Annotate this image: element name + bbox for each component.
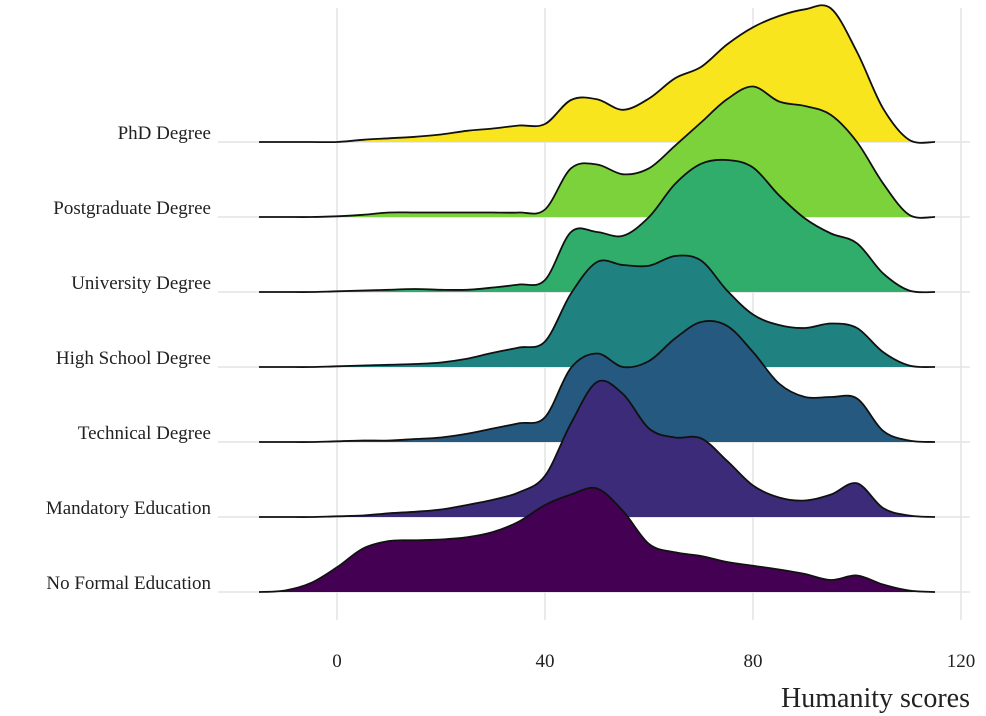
ridge-outline-high-school-degree [259,254,936,369]
category-label: No Formal Education [46,573,211,594]
category-label: University Degree [71,273,211,294]
ridge-fill-no-formal-education [259,487,935,592]
category-label: Technical Degree [78,423,211,444]
ridge-high-school-degree [259,254,936,369]
ridge-fill-mandatory-education [259,380,935,518]
ridge-outline-no-formal-education [258,486,936,593]
x-tick-label: 80 [744,651,763,672]
ridge-fill-high-school-degree [259,255,935,368]
ridge-outline-postgraduate-degree [259,85,936,219]
category-labels: No Formal Education Mandatory Education Te… [46,123,212,594]
category-label: PhD Degree [118,123,211,144]
ridge-outline-phd-degree [259,4,936,144]
ridge-outline-mandatory-education [259,379,936,518]
ridge-outline-technical-degree [259,320,936,443]
ridge-university-degree [259,158,936,294]
category-label: Postgraduate Degree [53,198,211,219]
category-label: High School Degree [56,348,211,369]
x-tick-label: 120 [947,651,976,672]
x-tick-label: 40 [536,651,555,672]
ridges [258,4,936,593]
x-axis-ticks: 0 40 80 120 [332,651,975,672]
ridge-mandatory-education [259,379,936,518]
ridge-fill-university-degree [259,159,935,293]
x-tick-label: 0 [332,651,342,672]
x-axis-title: Humanity scores [781,683,970,714]
ridge-no-formal-education [258,486,936,593]
category-label: Mandatory Education [46,498,212,519]
ridge-outline-university-degree [259,158,936,294]
